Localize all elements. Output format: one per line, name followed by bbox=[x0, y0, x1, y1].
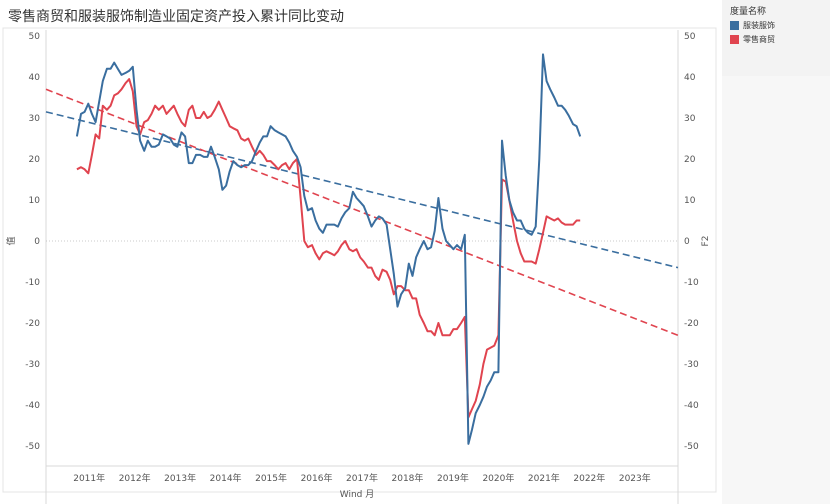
y-axis-title-right: F2 bbox=[701, 236, 711, 247]
x-tick-label: 2017年 bbox=[346, 472, 378, 484]
y-tick-label-left: -40 bbox=[25, 401, 40, 411]
legend-label-retail: 零售商贸 bbox=[743, 35, 775, 44]
line-chart: 50 50 40 40 30 30 20 20 10 10 0 0 -10 -10 -20 -20 -30 -30… bbox=[2, 27, 717, 504]
y-tick-label-left: -30 bbox=[25, 360, 40, 370]
trendline-apparel bbox=[45, 111, 679, 269]
y-tick-label-right: -30 bbox=[684, 360, 699, 370]
x-tick-label: 2019年 bbox=[437, 472, 469, 484]
y-tick-label-left: 10 bbox=[29, 196, 41, 206]
x-tick-label: 2022年 bbox=[573, 472, 605, 484]
y-tick-label-right: 40 bbox=[684, 73, 696, 83]
legend-title: 度量名称 bbox=[730, 7, 767, 17]
x-axis-title: Wind 月 bbox=[340, 489, 374, 500]
y-tick-label-left: 50 bbox=[29, 32, 41, 42]
x-tick-label: 2013年 bbox=[164, 472, 196, 484]
y-tick-label-right: 10 bbox=[684, 196, 696, 206]
y-tick-label-right: 30 bbox=[684, 114, 696, 124]
y-axis-title-left: 值 bbox=[5, 236, 17, 245]
y-tick-label-left: 0 bbox=[34, 237, 40, 247]
y-tick-label-right: 20 bbox=[684, 155, 696, 165]
pane-frame bbox=[2, 27, 717, 493]
y-tick-label-right: -20 bbox=[684, 319, 699, 329]
y-tick-label-right: 50 bbox=[684, 32, 696, 42]
legend-swatch-apparel bbox=[730, 21, 739, 30]
y-tick-label-left: 20 bbox=[29, 155, 41, 165]
legend-item-apparel[interactable]: 服装服饰 bbox=[730, 20, 775, 31]
legend-swatch-retail bbox=[730, 35, 739, 44]
legend-panel bbox=[722, 76, 830, 504]
series-line-apparel bbox=[75, 53, 582, 445]
y-tick-label-right: 0 bbox=[684, 237, 690, 247]
y-tick-label-left: 40 bbox=[29, 73, 41, 83]
legend-label-apparel: 服装服饰 bbox=[743, 21, 775, 30]
x-tick-label: 2020年 bbox=[482, 472, 514, 484]
trendline-retail bbox=[45, 88, 679, 337]
legend-item-retail[interactable]: 零售商贸 bbox=[730, 34, 775, 45]
x-tick-label: 2015年 bbox=[255, 472, 287, 484]
x-tick-label: 2021年 bbox=[528, 472, 560, 484]
legend: 度量名称 服装服饰 零售商贸 bbox=[722, 0, 830, 76]
chart-title: 零售商贸和服装服饰制造业固定资产投入累计同比变动 bbox=[8, 9, 344, 25]
x-tick-label: 2014年 bbox=[210, 472, 242, 484]
x-tick-label: 2023年 bbox=[619, 472, 651, 484]
y-tick-label-left: -50 bbox=[25, 442, 40, 452]
x-tick-label: 2016年 bbox=[301, 472, 333, 484]
y-tick-label-left: 30 bbox=[29, 114, 41, 124]
y-tick-label-left: -20 bbox=[25, 319, 40, 329]
y-tick-label-right: -50 bbox=[684, 442, 699, 452]
x-tick-label: 2012年 bbox=[119, 472, 151, 484]
y-tick-label-right: -10 bbox=[684, 278, 699, 288]
y-tick-label-right: -40 bbox=[684, 401, 699, 411]
x-tick-label: 2011年 bbox=[73, 472, 105, 484]
x-tick-label: 2018年 bbox=[392, 472, 424, 484]
series-line-retail bbox=[76, 78, 581, 419]
y-tick-label-left: -10 bbox=[25, 278, 40, 288]
